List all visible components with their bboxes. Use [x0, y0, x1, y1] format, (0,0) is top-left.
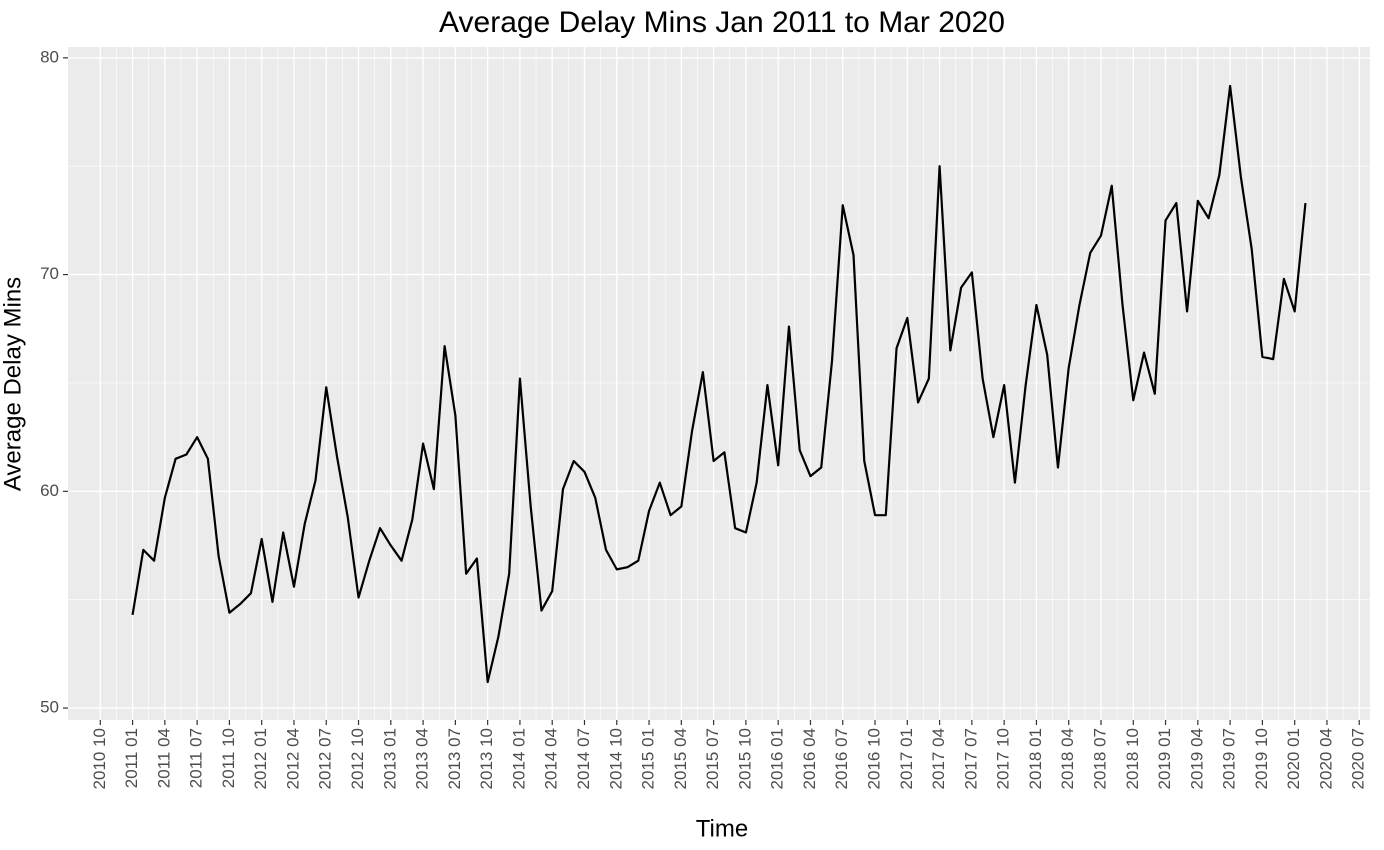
- x-tick-label: 2010 10: [90, 728, 109, 789]
- chart-title: Average Delay Mins Jan 2011 to Mar 2020: [439, 6, 1005, 39]
- x-tick-label: 2017 10: [994, 728, 1013, 789]
- x-tick-label: 2012 07: [316, 728, 335, 789]
- x-tick-label: 2017 01: [897, 728, 916, 789]
- x-tick-label: 2011 07: [187, 728, 206, 788]
- x-tick-label: 2015 01: [639, 728, 658, 789]
- x-tick-label: 2019 07: [1220, 728, 1239, 789]
- x-tick-label: 2012 10: [348, 728, 367, 789]
- x-tick-label: 2014 10: [606, 728, 625, 789]
- x-tick-label: 2016 04: [800, 728, 819, 789]
- x-tick-label: 2020 04: [1316, 728, 1335, 789]
- x-tick-label: 2017 07: [961, 728, 980, 789]
- x-tick-label: 2017 04: [929, 728, 948, 789]
- x-tick-label: 2016 01: [768, 728, 787, 789]
- x-tick-label: 2012 04: [283, 728, 302, 789]
- y-axis-label: Average Delay Mins: [0, 277, 26, 491]
- plot-panel: [68, 47, 1370, 720]
- y-tick-label: 80: [40, 47, 59, 66]
- x-tick-label: 2019 01: [1155, 728, 1174, 789]
- x-tick-label: 2013 04: [413, 728, 432, 789]
- y-tick-label: 60: [40, 481, 59, 500]
- x-tick-label: 2015 10: [735, 728, 754, 789]
- x-tick-label: 2014 01: [509, 728, 528, 789]
- x-tick-label: 2019 10: [1252, 728, 1271, 789]
- x-tick-label: 2018 04: [1058, 728, 1077, 789]
- x-tick-label: 2020 07: [1349, 728, 1368, 789]
- x-tick-label: 2020 01: [1284, 728, 1303, 789]
- y-tick-label: 70: [40, 264, 59, 283]
- x-tick-label: 2013 01: [380, 728, 399, 789]
- x-tick-label: 2013 10: [477, 728, 496, 789]
- x-axis-label: Time: [696, 815, 748, 842]
- x-tick-label: 2016 10: [865, 728, 884, 789]
- x-tick-label: 2014 04: [542, 728, 561, 789]
- line: [131, 84, 1307, 684]
- x-tick-label: 2011 04: [154, 728, 173, 788]
- x-tick-label: 2019 04: [1187, 728, 1206, 789]
- x-tick-label: 2013 07: [445, 728, 464, 789]
- x-tick-label: 2016 07: [832, 728, 851, 789]
- x-tick-label: 2018 01: [1026, 728, 1045, 789]
- x-tick-label: 2018 10: [1123, 728, 1142, 789]
- x-tick-label: 2014 07: [574, 728, 593, 789]
- x-tick-label: 2012 01: [251, 728, 270, 789]
- y-tick-label: 50: [40, 698, 59, 717]
- x-tick-label: 2015 07: [703, 728, 722, 789]
- x-tick-label: 2011 01: [122, 728, 141, 788]
- x-tick-label: 2018 07: [1090, 728, 1109, 789]
- x-tick-label: 2011 10: [219, 728, 238, 788]
- x-tick-label: 2015 04: [671, 728, 690, 789]
